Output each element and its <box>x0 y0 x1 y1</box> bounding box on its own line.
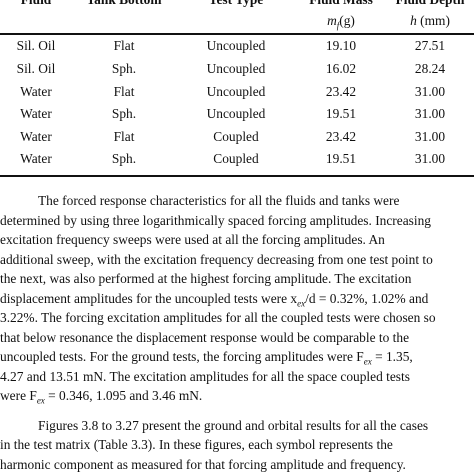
cell-fluid-mass: 23.42 <box>325 84 357 99</box>
text-line: determined by using three logarithmicall… <box>0 213 431 228</box>
header-tank-bottom: Tank Bottom <box>72 0 176 8</box>
cell-fluid: Sil. Oil <box>16 61 56 76</box>
text-line: that below resonance the displacement re… <box>0 330 410 345</box>
text-fragment: were F <box>0 388 37 403</box>
text-line: harmonic component as measured for that … <box>0 457 406 472</box>
cell-fluid-mass: 19.51 <box>325 106 357 121</box>
text-line: excitation frequency sweeps were used at… <box>0 232 385 247</box>
cell-fluid-mass: 23.42 <box>325 129 357 144</box>
text-line: The forced response characteristics for … <box>38 193 400 208</box>
cell-tank-bottom: Flat <box>113 84 135 99</box>
mass-symbol: m <box>327 13 337 28</box>
mass-unit: (g) <box>339 13 355 28</box>
cell-fluid: Water <box>20 151 52 166</box>
cell-fluid: Water <box>20 129 52 144</box>
cell-test-type: Uncoupled <box>206 61 266 76</box>
cell-fluid-depth: 31.00 <box>414 129 446 144</box>
text-fragment: = 0.346, 1.095 and 3.46 mN. <box>44 388 203 403</box>
cell-test-type: Uncoupled <box>206 38 266 53</box>
cell-fluid-mass: 19.51 <box>325 151 357 166</box>
subscript-ex: ex <box>36 395 45 406</box>
cell-tank-bottom: Sph. <box>111 106 137 121</box>
table-bottom-rule <box>0 175 474 177</box>
depth-symbol: h <box>410 13 417 28</box>
cell-fluid: Water <box>20 84 52 99</box>
cell-fluid: Water <box>20 106 52 121</box>
table-header-rule <box>0 33 474 35</box>
cell-fluid-mass: 19.10 <box>325 38 357 53</box>
mass-subscript: f <box>336 20 340 31</box>
header-fluid-depth: Fluid Depth <box>386 0 474 8</box>
cell-test-type: Uncoupled <box>206 106 266 121</box>
text-line: 3.22%. The forcing excitation amplitudes… <box>0 310 436 325</box>
cell-tank-bottom: Flat <box>113 129 135 144</box>
header-fluid-mass: Fluid Mass <box>296 0 386 8</box>
header-test-type: Test Type <box>176 0 296 8</box>
text-fragment: uncoupled tests. For the ground tests, t… <box>0 349 364 364</box>
header-depth-units: h (mm) <box>386 13 474 29</box>
cell-tank-bottom: Flat <box>113 38 135 53</box>
depth-unit: (mm) <box>420 13 450 28</box>
subscript-ex: ex <box>363 356 372 367</box>
cell-test-type: Coupled <box>213 129 259 144</box>
cell-fluid-depth: 31.00 <box>414 151 446 166</box>
subscript-ex: ex <box>297 298 306 309</box>
text-line: Figures 3.8 to 3.27 present the ground a… <box>38 418 429 433</box>
text-line: uncoupled tests. For the ground tests, t… <box>0 349 413 367</box>
cell-fluid: Sil. Oil <box>16 38 56 53</box>
text-fragment: = 1.35, <box>371 349 413 364</box>
text-fragment: /d = 0.32%, 1.02% and <box>305 291 429 306</box>
cell-tank-bottom: Sph. <box>111 61 137 76</box>
cell-fluid-depth: 28.24 <box>414 61 446 76</box>
text-line: displacement amplitudes for the uncouple… <box>0 291 428 309</box>
cell-fluid-depth: 31.00 <box>414 106 446 121</box>
cell-fluid-mass: 16.02 <box>325 61 357 76</box>
text-line: 4.27 and 13.51 mN. The excitation amplit… <box>0 369 410 384</box>
cell-fluid-depth: 27.51 <box>414 38 446 53</box>
header-mass-units: mf(g) <box>296 13 386 31</box>
header-fluid: Fluid <box>0 0 72 8</box>
text-line: the next, was also performed at the high… <box>0 271 412 286</box>
text-fragment: displacement amplitudes for the uncouple… <box>0 291 298 306</box>
text-line: were Fex = 0.346, 1.095 and 3.46 mN. <box>0 388 202 406</box>
cell-fluid-depth: 31.00 <box>414 84 446 99</box>
cell-test-type: Uncoupled <box>206 84 266 99</box>
cell-tank-bottom: Sph. <box>111 151 137 166</box>
cell-test-type: Coupled <box>213 151 259 166</box>
text-line: additional sweep, with the excitation fr… <box>0 252 433 267</box>
text-line: in the test matrix (Table 3.3). In these… <box>0 437 393 452</box>
